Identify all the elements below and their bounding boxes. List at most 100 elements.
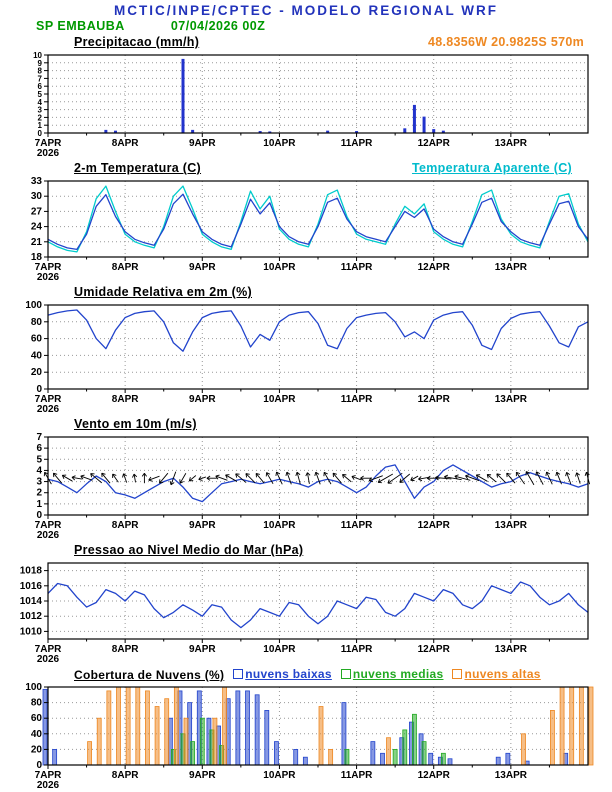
- high-clouds-label: nuvens altas: [464, 667, 541, 681]
- low-clouds-swatch: [233, 669, 244, 679]
- svg-text:9: 9: [38, 59, 43, 68]
- svg-text:10APR: 10APR: [263, 520, 296, 531]
- svg-text:1010: 1010: [20, 626, 43, 637]
- legend-nuvens-altas: nuvens altas: [443, 667, 540, 681]
- svg-text:0: 0: [38, 129, 43, 138]
- svg-text:1014: 1014: [20, 596, 43, 607]
- panel-temperature: 2-m Temperatura (C) Temperatura Aparente…: [0, 161, 612, 283]
- svg-text:7APR: 7APR: [35, 520, 62, 531]
- svg-text:1: 1: [38, 121, 43, 130]
- clouds-chart: 0 20 40 60 80 100 7APR 8APR 9APR 10APR 11APR 12APR 1…: [0, 683, 612, 791]
- header-line-2: SP EMBAUBA 07/04/2026 00Z: [0, 19, 612, 33]
- svg-text:40: 40: [31, 350, 43, 361]
- panel-wind: Vento em 10m (m/s) 0 1 2 3 4 5 6 7 7APR 8APR 9APR 1…: [0, 417, 612, 541]
- svg-text:8APR: 8APR: [112, 770, 139, 781]
- svg-text:11APR: 11APR: [341, 644, 373, 655]
- svg-text:12APR: 12APR: [418, 394, 451, 405]
- svg-text:60: 60: [31, 334, 43, 345]
- svg-text:13APR: 13APR: [495, 644, 528, 655]
- svg-text:8: 8: [38, 67, 43, 76]
- svg-text:0: 0: [36, 384, 42, 395]
- svg-text:11APR: 11APR: [341, 138, 373, 149]
- svg-text:8APR: 8APR: [112, 644, 139, 655]
- svg-text:13APR: 13APR: [495, 138, 528, 149]
- svg-text:0: 0: [36, 760, 42, 771]
- svg-text:10APR: 10APR: [263, 138, 296, 149]
- svg-text:2026: 2026: [37, 654, 60, 665]
- low-clouds-label: nuvens baixas: [245, 667, 332, 681]
- svg-text:80: 80: [31, 317, 43, 328]
- svg-text:7APR: 7APR: [35, 138, 62, 149]
- svg-text:9APR: 9APR: [189, 138, 216, 149]
- mid-clouds-label: nuvens medias: [352, 667, 444, 681]
- svg-text:7APR: 7APR: [35, 644, 62, 655]
- svg-text:2026: 2026: [37, 780, 60, 791]
- svg-text:13APR: 13APR: [495, 520, 528, 531]
- mid-clouds-swatch: [340, 669, 351, 679]
- svg-text:2026: 2026: [37, 272, 60, 283]
- svg-text:40: 40: [31, 729, 43, 740]
- svg-text:5: 5: [36, 454, 42, 465]
- apparent-temperature-label: Temperatura Aparente (C): [411, 161, 572, 175]
- wind-title-row: Vento em 10m (m/s): [0, 417, 612, 433]
- svg-text:7: 7: [38, 74, 43, 83]
- svg-text:1018: 1018: [20, 566, 43, 577]
- svg-text:12APR: 12APR: [418, 770, 451, 781]
- model-title: MCTIC/INPE/CPTEC - MODELO REGIONAL WRF: [114, 3, 498, 18]
- svg-text:0: 0: [36, 510, 42, 521]
- svg-text:11APR: 11APR: [341, 770, 373, 781]
- svg-text:24: 24: [31, 222, 43, 233]
- svg-text:12APR: 12APR: [418, 262, 451, 273]
- panel-humidity: Umidade Relativa em 2m (%) 0 20 40 60 80 100 7…: [0, 285, 612, 415]
- run-datetime: 07/04/2026 00Z: [170, 19, 266, 33]
- svg-text:60: 60: [31, 713, 43, 724]
- svg-text:10: 10: [33, 51, 42, 60]
- svg-text:12APR: 12APR: [418, 644, 451, 655]
- svg-text:1: 1: [36, 499, 42, 510]
- svg-text:2: 2: [38, 113, 43, 122]
- svg-text:9APR: 9APR: [189, 262, 216, 273]
- svg-text:8APR: 8APR: [112, 520, 139, 531]
- svg-text:5: 5: [38, 90, 43, 99]
- panel-clouds: Cobertura de Nuvens (%) nuvens baixas nu…: [0, 667, 612, 791]
- svg-text:6: 6: [38, 82, 43, 91]
- svg-text:11APR: 11APR: [341, 394, 373, 405]
- svg-text:1012: 1012: [20, 611, 43, 622]
- svg-text:6: 6: [36, 443, 42, 454]
- svg-text:20: 20: [31, 367, 43, 378]
- svg-text:30: 30: [31, 191, 43, 202]
- svg-text:4: 4: [38, 98, 43, 107]
- panel-title: 2-m Temperatura (C): [74, 161, 202, 175]
- wind-chart: 0 1 2 3 4 5 6 7 7APR 8APR 9APR 10APR 11APR 12APR 13APR…: [0, 433, 612, 541]
- svg-text:8APR: 8APR: [112, 262, 139, 273]
- svg-text:18: 18: [31, 252, 43, 263]
- svg-text:20: 20: [31, 744, 43, 755]
- svg-text:3: 3: [38, 106, 43, 115]
- svg-text:12APR: 12APR: [418, 520, 451, 531]
- svg-text:11APR: 11APR: [341, 520, 373, 531]
- svg-text:9APR: 9APR: [189, 644, 216, 655]
- pressure-chart: 1010 1012 1014 1016 1018 7APR 8APR 9APR 10APR 11A…: [0, 559, 612, 665]
- svg-text:2: 2: [36, 488, 42, 499]
- svg-text:1016: 1016: [20, 581, 43, 592]
- svg-text:33: 33: [31, 177, 43, 187]
- svg-text:13APR: 13APR: [495, 770, 528, 781]
- station-location: 48.8356W 20.9825S 570m: [427, 35, 584, 49]
- clouds-title-row: Cobertura de Nuvens (%) nuvens baixas nu…: [0, 667, 612, 683]
- precipitation-title-row: Precipitacao (mm/h) 48.8356W 20.9825S 57…: [0, 35, 612, 51]
- legend-nuvens-medias: nuvens medias: [332, 667, 444, 681]
- svg-text:8APR: 8APR: [112, 394, 139, 405]
- svg-text:10APR: 10APR: [263, 262, 296, 273]
- precipitation-chart: 0 1 2 3 4 5 6 7 8 9 10 7APR 8APR 9APR 10APR 11APR 12APR 1…: [0, 51, 612, 159]
- svg-text:7: 7: [36, 433, 42, 443]
- svg-text:2026: 2026: [37, 530, 60, 541]
- svg-text:7APR: 7APR: [35, 262, 62, 273]
- svg-text:9APR: 9APR: [189, 520, 216, 531]
- svg-text:21: 21: [31, 237, 43, 248]
- panel-title: Cobertura de Nuvens (%): [74, 668, 225, 682]
- station-name: SP EMBAUBA: [36, 19, 125, 33]
- svg-text:4: 4: [36, 465, 42, 476]
- svg-text:100: 100: [25, 683, 42, 693]
- temperature-chart: 18 21 24 27 30 33 7APR 8APR 9APR 10APR 11APR 12APR 1…: [0, 177, 612, 283]
- svg-text:3: 3: [36, 477, 42, 488]
